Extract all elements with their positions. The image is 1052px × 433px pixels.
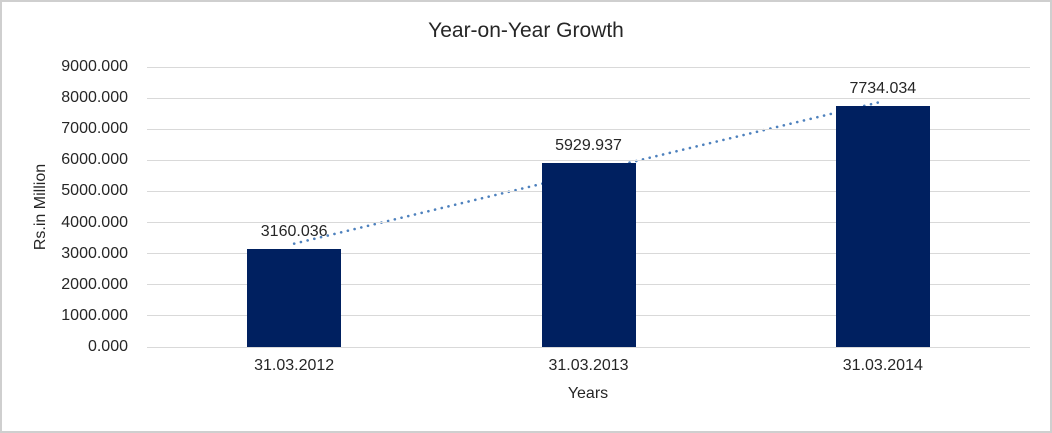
y-tick-label: 4000.000 xyxy=(61,213,128,231)
y-axis-title: Rs.in Million xyxy=(32,163,49,251)
gridline xyxy=(147,346,1030,348)
gridline xyxy=(147,128,1030,130)
y-tick-label: 6000.000 xyxy=(61,151,128,169)
x-tick-label: 31.03.2012 xyxy=(254,357,335,374)
x-tick-label: 31.03.2013 xyxy=(548,357,629,374)
gridline xyxy=(147,66,1030,68)
y-tick-label: 8000.000 xyxy=(61,89,128,107)
y-tick-label: 9000.000 xyxy=(61,58,128,75)
y-tick-label: 3000.000 xyxy=(61,244,128,262)
y-tick-label: 2000.000 xyxy=(61,275,128,293)
x-axis-title: Years xyxy=(567,385,609,402)
gridline xyxy=(147,97,1030,99)
x-tick-label: 31.03.2014 xyxy=(842,357,923,374)
chart-title: Year-on-Year Growth xyxy=(428,19,624,42)
gridline xyxy=(147,159,1030,161)
y-tick-label: 1000.000 xyxy=(61,306,128,324)
bar-value-label: 3160.036 xyxy=(260,222,328,240)
bar-31.03.2012 xyxy=(247,248,342,347)
y-tick-label: 7000.000 xyxy=(61,120,128,138)
y-tick-label: 0.000 xyxy=(87,338,128,355)
bar-31.03.2013 xyxy=(541,162,636,347)
bar-value-label: 7734.034 xyxy=(849,80,917,98)
bar-value-label: 5929.937 xyxy=(555,136,622,154)
y-tick-label: 5000.000 xyxy=(61,182,128,200)
bar-31.03.2014 xyxy=(835,106,930,347)
